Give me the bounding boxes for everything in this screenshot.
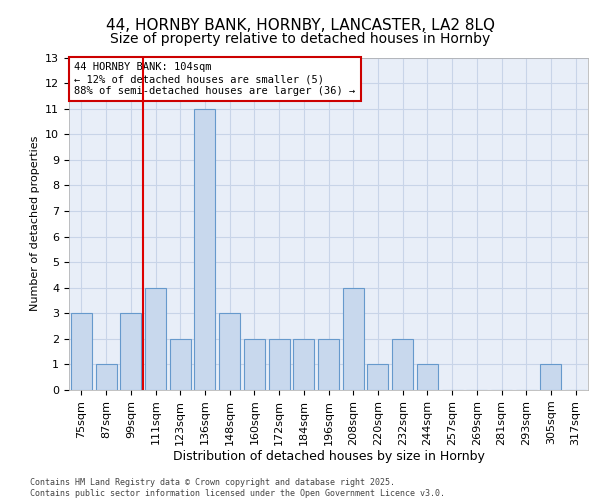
- Bar: [145, 288, 166, 390]
- Y-axis label: Number of detached properties: Number of detached properties: [29, 136, 40, 312]
- Bar: [417, 364, 438, 390]
- X-axis label: Distribution of detached houses by size in Hornby: Distribution of detached houses by size …: [173, 450, 484, 464]
- Bar: [343, 288, 364, 390]
- Text: Contains HM Land Registry data © Crown copyright and database right 2025.
Contai: Contains HM Land Registry data © Crown c…: [30, 478, 445, 498]
- Bar: [244, 339, 265, 390]
- Bar: [367, 364, 388, 390]
- Bar: [269, 339, 290, 390]
- Bar: [194, 108, 215, 390]
- Bar: [170, 339, 191, 390]
- Text: Size of property relative to detached houses in Hornby: Size of property relative to detached ho…: [110, 32, 490, 46]
- Text: 44 HORNBY BANK: 104sqm
← 12% of detached houses are smaller (5)
88% of semi-deta: 44 HORNBY BANK: 104sqm ← 12% of detached…: [74, 62, 355, 96]
- Bar: [318, 339, 339, 390]
- Bar: [541, 364, 562, 390]
- Bar: [120, 314, 141, 390]
- Bar: [392, 339, 413, 390]
- Bar: [219, 314, 240, 390]
- Bar: [293, 339, 314, 390]
- Bar: [95, 364, 116, 390]
- Bar: [71, 314, 92, 390]
- Text: 44, HORNBY BANK, HORNBY, LANCASTER, LA2 8LQ: 44, HORNBY BANK, HORNBY, LANCASTER, LA2 …: [106, 18, 494, 32]
